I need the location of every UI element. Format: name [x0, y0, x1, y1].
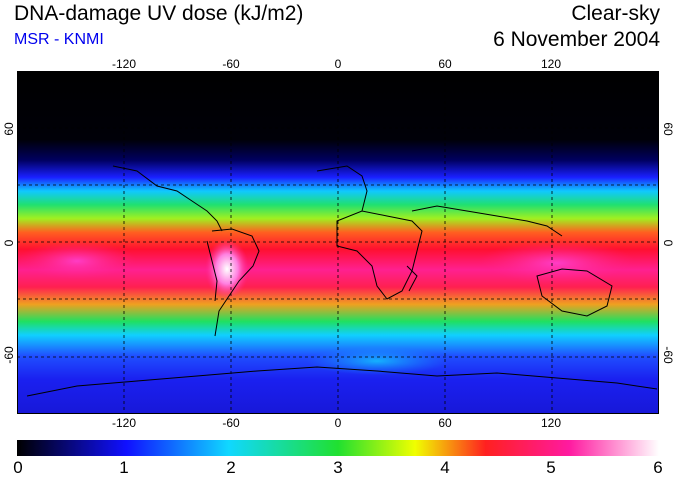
coastlines — [26, 165, 658, 397]
coast-europe — [316, 165, 368, 212]
map-frame — [17, 71, 659, 414]
coast-south-america — [211, 228, 260, 337]
lon-label-bottom-w60: -60 — [222, 416, 240, 430]
lon-label-top-e60: 60 — [438, 57, 452, 71]
coast-madagascar — [406, 265, 418, 292]
coast-asia — [411, 205, 563, 237]
uv-hotspot-andes — [205, 239, 249, 299]
uv-band-southern — [307, 347, 447, 375]
lat-label-right-0: 0 — [661, 239, 675, 247]
lon-label-top-w120: -120 — [111, 57, 137, 71]
colorbar-label-0: 0 — [13, 458, 23, 477]
gridlines — [17, 71, 659, 414]
uv-dose-map — [17, 71, 659, 414]
lon-label-bottom-e120: 120 — [540, 416, 562, 430]
map-title: DNA-damage UV dose (kJ/m2) — [14, 2, 304, 25]
lon-label-bottom-e60: 60 — [438, 416, 452, 430]
lon-label-bottom-w120: -120 — [111, 416, 137, 430]
uv-high-australia — [477, 241, 637, 285]
lon-label-bottom-0: 0 — [334, 416, 342, 430]
lat-label-right-n60: 60 — [661, 122, 675, 136]
sky-condition-label: Clear-sky — [571, 2, 660, 25]
colorbar-gradient — [17, 440, 659, 456]
coast-south-america-west — [206, 240, 218, 302]
lat-label-left-n60: 60 — [2, 122, 16, 136]
lon-label-top-w60: -60 — [222, 57, 240, 71]
colorbar-label-3: 3 — [333, 458, 343, 477]
colorbar-label-1: 1 — [119, 458, 129, 477]
colorbar-label-6: 6 — [653, 458, 663, 477]
colorbar-label-4: 4 — [440, 458, 450, 477]
coast-north-america — [112, 165, 223, 232]
coast-africa — [336, 210, 423, 300]
colorbar-label-5: 5 — [546, 458, 556, 477]
colorbar-label-2: 2 — [226, 458, 236, 477]
coast-antarctica — [26, 366, 658, 397]
lon-label-top-0: 0 — [334, 57, 342, 71]
lon-label-top-e120: 120 — [540, 57, 562, 71]
lat-label-right-s60: -60 — [661, 346, 675, 364]
lat-label-left-s60: -60 — [2, 346, 16, 364]
data-source-label: MSR - KNMI — [14, 31, 104, 48]
uv-high-pacific — [17, 241, 137, 281]
date-label: 6 November 2004 — [493, 28, 660, 51]
colorbar — [17, 440, 659, 456]
coast-australia — [536, 268, 613, 317]
lat-label-left-0: 0 — [2, 239, 16, 247]
